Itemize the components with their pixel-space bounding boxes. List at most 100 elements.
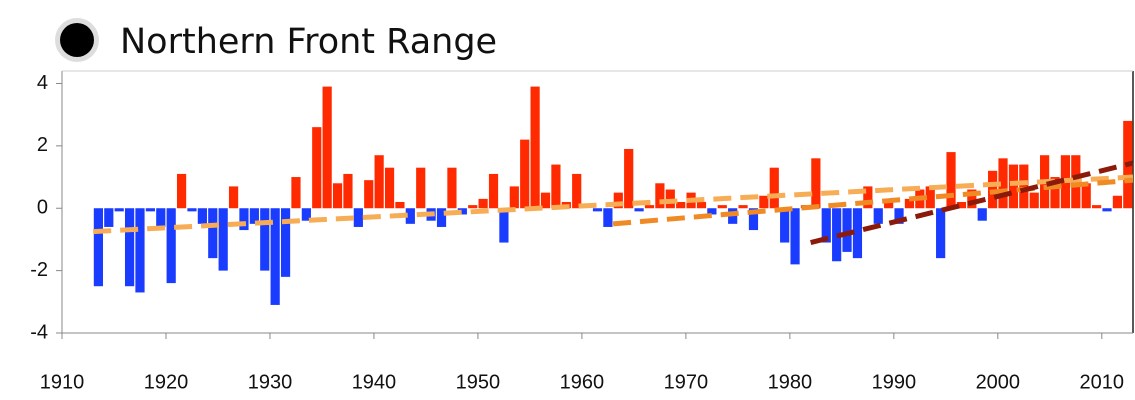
bar <box>104 208 114 227</box>
x-tick-label: 1970 <box>664 371 709 393</box>
bar <box>416 167 426 209</box>
bar <box>1019 164 1029 209</box>
bar <box>998 158 1008 209</box>
chart-title: Northern Front Range <box>120 22 497 62</box>
bar <box>218 208 228 271</box>
x-tick-label: 1940 <box>352 371 397 393</box>
bar <box>873 208 883 224</box>
bar <box>707 208 717 215</box>
bar <box>572 173 582 209</box>
bar <box>540 192 551 209</box>
bar <box>769 167 779 209</box>
bar <box>624 148 634 209</box>
bar <box>1112 195 1123 209</box>
bar <box>156 208 166 227</box>
bar <box>936 208 946 259</box>
bar <box>93 208 103 287</box>
bar <box>239 208 249 231</box>
x-tick-label: 1920 <box>144 371 189 393</box>
bar <box>696 202 707 209</box>
bar <box>208 208 218 259</box>
bar <box>967 189 977 209</box>
bar <box>145 208 155 212</box>
x-tick-label: 1990 <box>872 371 917 393</box>
bar <box>1050 177 1060 209</box>
bar <box>852 208 863 259</box>
bar <box>884 202 894 209</box>
bar <box>759 195 769 209</box>
bar <box>291 177 301 209</box>
bar <box>634 208 644 212</box>
bar <box>717 205 727 209</box>
bar <box>499 208 509 243</box>
bar <box>395 202 405 209</box>
bar <box>956 202 967 209</box>
bar <box>863 186 873 209</box>
bar <box>468 205 478 209</box>
bar <box>780 208 790 243</box>
bar <box>530 86 540 209</box>
trend-line <box>612 177 1134 227</box>
y-tick-label: 2 <box>37 134 48 156</box>
bar <box>676 202 686 209</box>
bar <box>1102 208 1112 212</box>
bar <box>592 208 603 212</box>
bar <box>748 208 759 231</box>
bar <box>228 186 239 209</box>
bar <box>613 192 623 209</box>
bar <box>249 208 259 224</box>
x-tick-label: 1950 <box>456 371 501 393</box>
bar <box>655 183 665 209</box>
bar <box>135 208 145 293</box>
bar <box>364 180 374 209</box>
bar <box>821 208 831 243</box>
y-tick-label: -2 <box>30 259 48 281</box>
bar <box>478 198 488 209</box>
bar <box>166 208 176 284</box>
bar <box>509 186 519 209</box>
y-tick-label: -4 <box>30 321 48 343</box>
bar <box>322 86 332 209</box>
bar <box>1092 205 1102 209</box>
bar <box>520 139 530 209</box>
x-tick-label: 2000 <box>976 371 1021 393</box>
bar <box>842 208 852 252</box>
bar <box>124 208 135 287</box>
x-tick-label: 1980 <box>768 371 813 393</box>
bar <box>488 173 499 209</box>
x-tick-label: 2010 <box>1080 371 1125 393</box>
bar <box>353 208 363 227</box>
y-tick-label: 4 <box>37 72 48 94</box>
bar <box>374 155 384 209</box>
bar <box>644 205 655 209</box>
y-tick-label: 0 <box>37 197 48 219</box>
bar <box>447 167 457 209</box>
bar <box>114 208 124 212</box>
bar <box>343 173 353 209</box>
bar <box>280 208 291 277</box>
bar <box>551 164 561 209</box>
bar <box>436 208 447 227</box>
bar <box>790 208 800 265</box>
bar <box>977 208 987 221</box>
bar <box>946 152 956 209</box>
bar <box>1008 164 1019 209</box>
bar <box>260 208 270 271</box>
bar <box>187 208 197 212</box>
x-tick-label: 1910 <box>40 371 85 393</box>
bar <box>738 205 748 209</box>
x-tick-label: 1930 <box>248 371 293 393</box>
bar <box>457 208 467 215</box>
bar <box>301 208 311 221</box>
bar <box>1081 183 1091 209</box>
bar <box>925 186 935 209</box>
bar <box>384 167 395 209</box>
bar <box>405 208 415 224</box>
bar <box>176 173 187 209</box>
bar <box>332 183 343 209</box>
bar <box>197 208 207 224</box>
bar <box>904 198 915 209</box>
bar <box>312 127 322 209</box>
bar <box>1029 192 1039 209</box>
